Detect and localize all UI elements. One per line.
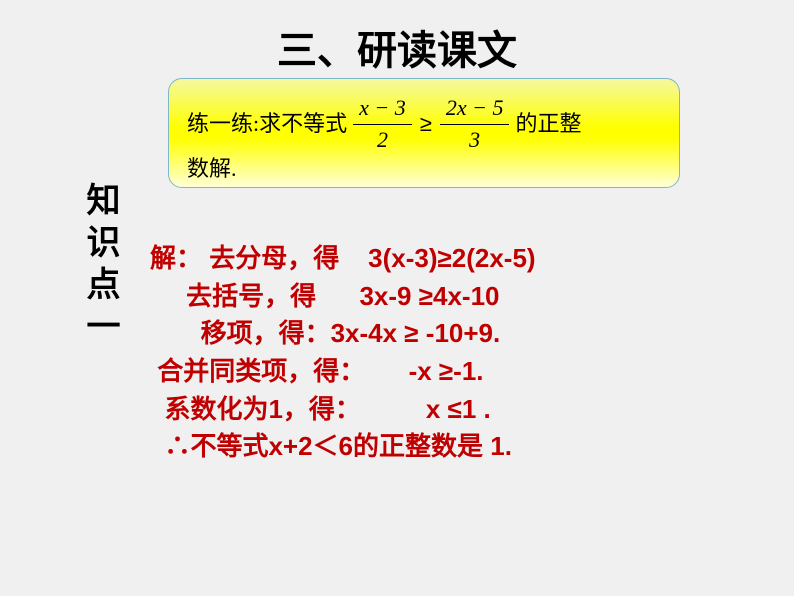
- fraction-1-num: x − 3: [353, 93, 412, 124]
- fraction-1: x − 3 2: [353, 93, 412, 156]
- problem-line1: 练一练:求不等式 x − 3 2 ≥ 2x − 5 3 的正整: [187, 93, 661, 156]
- knowledge-point-label: 知识点一: [76, 182, 125, 350]
- geq-symbol: ≥: [420, 109, 432, 140]
- problem-prefix: 练一练:求不等式: [187, 109, 347, 140]
- solution-line: 去括号，得 3x-9 ≥4x-10: [150, 278, 750, 316]
- problem-box: 练一练:求不等式 x − 3 2 ≥ 2x − 5 3 的正整 数解.: [168, 78, 680, 188]
- solution-block: 解： 去分母，得 3(x-3)≥2(2x-5) 去括号，得 3x-9 ≥4x-1…: [150, 240, 750, 466]
- fraction-2-num: 2x − 5: [440, 93, 510, 124]
- fraction-2-den: 3: [440, 124, 510, 156]
- solution-line: 移项，得：3x-4x ≥ -10+9.: [150, 315, 750, 353]
- solution-line: 系数化为1，得： x ≤1 .: [150, 391, 750, 429]
- problem-suffix: 的正整: [515, 109, 581, 140]
- solution-line: 解： 去分母，得 3(x-3)≥2(2x-5): [150, 240, 750, 278]
- section-title: 三、研读课文: [0, 18, 794, 76]
- solution-line: ∴不等式x+2＜6的正整数是 1.: [150, 428, 750, 466]
- fraction-1-den: 2: [353, 124, 412, 156]
- problem-line2: 数解.: [187, 154, 661, 185]
- solution-line: 合并同类项，得： -x ≥-1.: [150, 353, 750, 391]
- fraction-2: 2x − 5 3: [440, 93, 510, 156]
